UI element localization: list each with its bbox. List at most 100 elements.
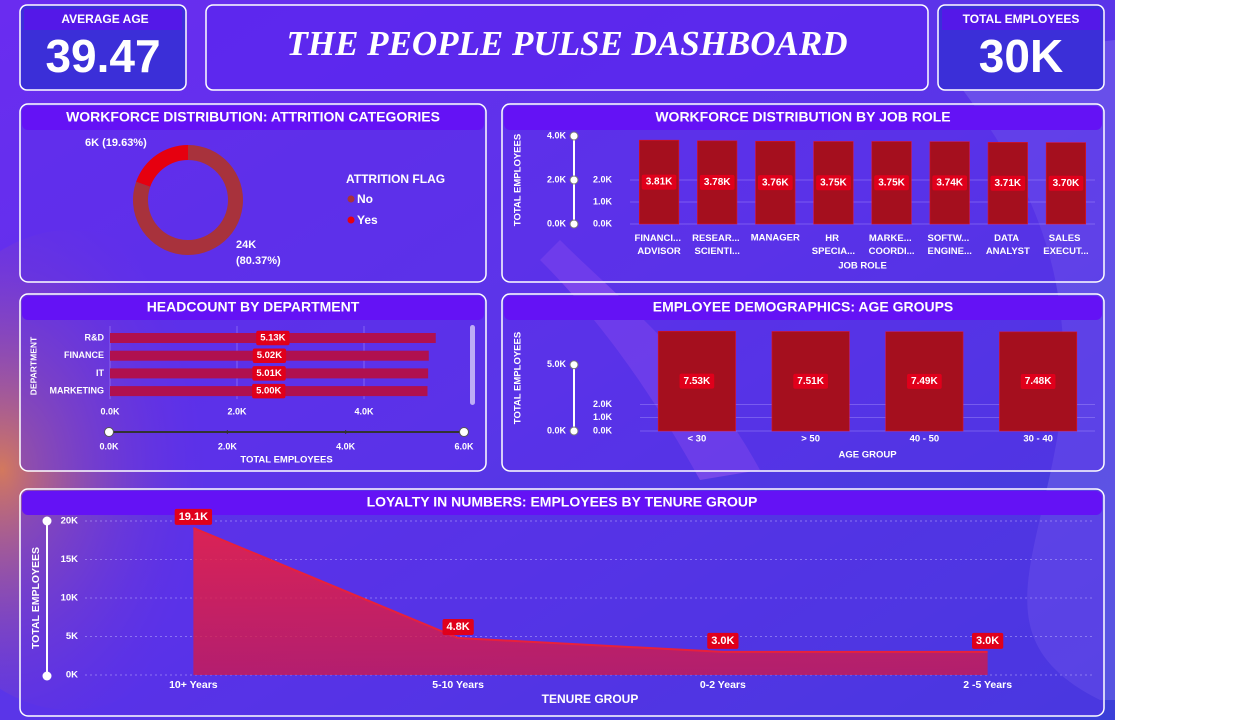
slider-label: 0.0K [547,425,567,435]
y-tick-label: 1.0K [593,196,613,206]
x-axis-label: TENURE GROUP [542,692,639,706]
line [192,527,988,653]
y-axis-label: TOTAL EMPLOYEES [513,134,524,226]
x-tick-label: RESEAR... SCIENTI... [692,233,742,257]
value-label-bg [256,330,290,346]
x-axis-label: JOB ROLE [838,261,887,272]
value-label: 5.02K [257,350,282,361]
y-tick-label: IT [96,368,105,378]
slider-tick [459,427,469,437]
x-tick-label: MARKE... COORDI... [869,233,915,257]
x-tick-label: SALES EXECUT... [1043,233,1088,257]
panel-title: EMPLOYEE DEMOGRAPHICS: AGE GROUPS [653,299,954,315]
slider-tick [569,360,579,370]
slider-handle [42,516,52,526]
value-label-bg [707,632,739,649]
y-tick-label: MARKETING [50,385,105,395]
value-label: 3.70K [1053,178,1080,189]
y-tick-label: 10K [61,593,79,604]
value-label: 7.48K [1025,376,1052,387]
value-label-bg [932,175,968,191]
slider-label: 2.0K [547,174,567,184]
value-label-bg [1020,373,1056,389]
y-tick-label: 15K [61,554,79,565]
y-axis-label: TOTAL EMPLOYEES [30,547,42,649]
panel-header [504,106,1102,130]
decoration [0,230,240,710]
panel-header [22,296,484,320]
y-axis-label: TOTAL EMPLOYEES [513,332,524,424]
slider-tick [104,427,114,437]
y-tick-label: 20K [61,516,79,527]
kpi-label: AVERAGE AGE [61,12,148,26]
title-card [205,4,929,91]
x-axis-label: TOTAL EMPLOYEES [240,455,332,466]
x-tick-label: 10+ Years [169,679,218,691]
x-tick-label: 2 -5 Years [963,679,1012,691]
value-label: 19.1K [179,511,208,523]
y-tick-label: 2.0K [593,174,613,184]
value-label: 5.00K [256,386,281,397]
x-tick-label: MANAGER [751,233,800,244]
panel-title: WORKFORCE DISTRIBUTION BY JOB ROLE [655,109,950,125]
panel [19,293,487,472]
panel [19,103,487,283]
y-tick-label: R&D [85,332,105,342]
slider-tick [569,131,579,141]
y-tick-label: 0.0K [593,218,613,228]
legend-title: ATTRITION FLAG [346,172,445,186]
value-label-bg [1048,175,1084,191]
x-tick-label: HR SPECIA... [812,233,855,257]
scrollbar [470,325,475,405]
kpi-value: 30K [979,30,1063,82]
x-tick-label: < 30 [687,434,706,445]
slider-label: 4.0K [547,130,567,140]
value-label: 3.81K [646,177,673,188]
x-tick-label: 4.0K [354,406,374,416]
x-tick-label: SOFTW... ENGINE... [928,233,972,257]
panel-title: WORKFORCE DISTRIBUTION: ATTRITION CATEGO… [66,109,440,125]
value-label-bg [679,373,715,389]
value-label: 4.8K [447,621,470,633]
panel-title: LOYALTY IN NUMBERS: EMPLOYEES BY TENURE … [367,494,758,510]
slider-label: 2.0K [218,441,238,451]
value-label-bg [757,175,793,191]
value-label: 3.71K [994,178,1021,189]
value-label-bg [252,348,287,363]
panel-header [22,106,484,130]
bar [771,331,850,432]
slider-label: 5.0K [547,359,567,369]
x-tick-label: 5-10 Years [432,679,484,691]
value-label: 7.49K [911,376,938,387]
y-tick-label: 0.0K [593,425,613,435]
x-tick-label: FINANCI... ADVISOR [635,233,684,257]
kpi-header [24,9,182,30]
value-label-bg [874,175,909,191]
slider-label: 4.0K [336,441,356,451]
x-tick-label: 0.0K [100,406,120,416]
y-tick-label: 1.0K [593,412,613,422]
dashboard-title: THE PEOPLE PULSE DASHBOARD [286,24,847,63]
value-label: 3.0K [976,635,999,647]
slider-tick [569,175,579,185]
value-label-bg [793,373,828,389]
pie-slice [136,145,188,187]
x-tick-label: DATA ANALYST [986,233,1030,257]
value-label: 3.75K [878,177,905,188]
value-label-bg [972,632,1004,649]
y-axis-label: DEPARTMENT [28,336,38,395]
y-tick-label: 0K [66,670,78,681]
slider-label: 0.0K [547,218,567,228]
x-tick-label: > 50 [801,434,820,445]
data-label: 24K (80.37%) [236,239,281,267]
panel-header [22,491,1102,515]
y-tick-label: FINANCE [64,350,104,360]
value-label: 3.74K [936,178,963,189]
x-tick-label: 30 - 40 [1023,434,1053,445]
value-label: 7.53K [684,376,711,387]
legend-label: No [357,192,373,206]
value-label: 5.13K [260,333,285,344]
value-label-bg [174,508,213,525]
kpi-header [942,9,1100,30]
